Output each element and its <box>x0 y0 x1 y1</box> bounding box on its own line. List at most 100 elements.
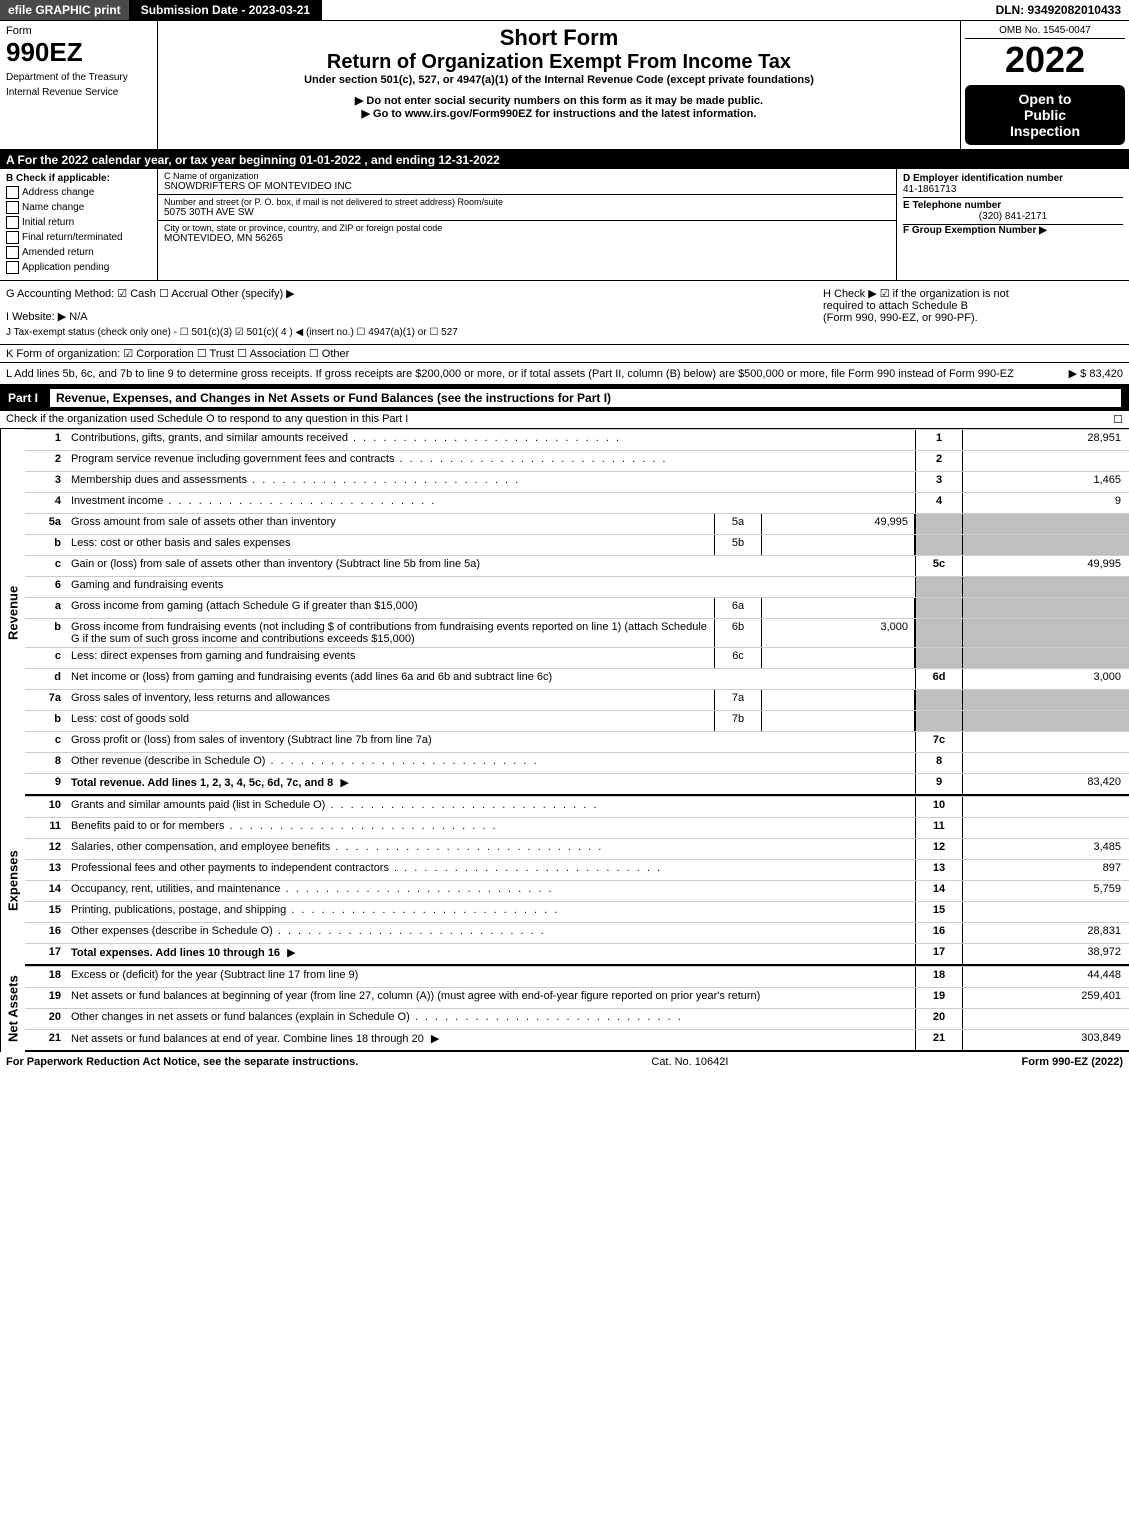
row16-rnum: 16 <box>915 923 963 943</box>
row18-num: 18 <box>25 967 67 987</box>
row19-rnum: 19 <box>915 988 963 1008</box>
row15-rnum: 15 <box>915 902 963 922</box>
h-check-line3: (Form 990, 990-EZ, or 990-PF). <box>823 312 1123 324</box>
row7b-rnum <box>915 711 963 731</box>
row7b-num: b <box>25 711 67 731</box>
row5c-rval: 49,995 <box>963 556 1129 576</box>
efile-label: efile GRAPHIC print <box>0 0 129 20</box>
block-ghij: G Accounting Method: ☑ Cash ☐ Accrual Ot… <box>0 281 1129 345</box>
submission-date: Submission Date - 2023-03-21 <box>129 0 322 20</box>
part1-check-val[interactable]: ☐ <box>1113 413 1123 426</box>
short-form-title: Short Form <box>162 25 956 51</box>
e-tel-label: E Telephone number <box>903 200 1123 211</box>
row7c-rval <box>963 732 1129 752</box>
row6b-rnum <box>915 619 963 647</box>
row11-desc: Benefits paid to or for members <box>67 818 915 838</box>
row5a-rval <box>963 514 1129 534</box>
line-k: K Form of organization: ☑ Corporation ☐ … <box>0 345 1129 363</box>
row8-rval <box>963 753 1129 773</box>
row21-desc: Net assets or fund balances at end of ye… <box>67 1030 915 1050</box>
top-bar: efile GRAPHIC print Submission Date - 20… <box>0 0 1129 21</box>
row14-num: 14 <box>25 881 67 901</box>
row20-num: 20 <box>25 1009 67 1029</box>
cb-amended-return[interactable]: Amended return <box>6 246 151 259</box>
dept-treasury: Department of the Treasury <box>6 72 151 83</box>
row6d-desc: Net income or (loss) from gaming and fun… <box>67 669 915 689</box>
row9-rnum: 9 <box>915 774 963 794</box>
cb-name-change[interactable]: Name change <box>6 201 151 214</box>
row13-num: 13 <box>25 860 67 880</box>
row10-num: 10 <box>25 797 67 817</box>
row12-desc: Salaries, other compensation, and employ… <box>67 839 915 859</box>
row9-num: 9 <box>25 774 67 794</box>
row14-desc: Occupancy, rent, utilities, and maintena… <box>67 881 915 901</box>
line-l-amount: ▶ $ 83,420 <box>1069 367 1123 380</box>
row13-desc: Professional fees and other payments to … <box>67 860 915 880</box>
subtitle: Under section 501(c), 527, or 4947(a)(1)… <box>162 74 956 86</box>
header-left: Form 990EZ Department of the Treasury In… <box>0 21 158 149</box>
cb-application-pending[interactable]: Application pending <box>6 261 151 274</box>
row10-rval <box>963 797 1129 817</box>
open-line2: Public <box>969 107 1121 123</box>
row5c-desc: Gain or (loss) from sale of assets other… <box>67 556 915 576</box>
row-a-tax-year: A For the 2022 calendar year, or tax yea… <box>0 151 1129 169</box>
row17-desc: Total expenses. Add lines 10 through 16 <box>67 944 915 964</box>
row16-rval: 28,831 <box>963 923 1129 943</box>
line-l-text: L Add lines 5b, 6c, and 7b to line 9 to … <box>6 368 1069 380</box>
row7b-sub: 7b <box>714 711 762 731</box>
row14-rval: 5,759 <box>963 881 1129 901</box>
row9-rval: 83,420 <box>963 774 1129 794</box>
instr-link[interactable]: ▶ Go to www.irs.gov/Form990EZ for instru… <box>162 107 956 120</box>
row6c-rnum <box>915 648 963 668</box>
d-ein-label: D Employer identification number <box>903 173 1123 184</box>
row7a-rval <box>963 690 1129 710</box>
part1-label: Part I <box>8 391 50 405</box>
row5b-sub: 5b <box>714 535 762 555</box>
row5b-desc: Less: cost or other basis and sales expe… <box>67 535 714 555</box>
row8-desc: Other revenue (describe in Schedule O) <box>67 753 915 773</box>
row6c-rval <box>963 648 1129 668</box>
row16-desc: Other expenses (describe in Schedule O) <box>67 923 915 943</box>
row7b-rval <box>963 711 1129 731</box>
revenue-section: Revenue 1Contributions, gifts, grants, a… <box>0 429 1129 796</box>
row5b-rval <box>963 535 1129 555</box>
c-org-name: SNOWDRIFTERS OF MONTEVIDEO INC <box>164 181 890 192</box>
row11-rval <box>963 818 1129 838</box>
row13-rnum: 13 <box>915 860 963 880</box>
row3-desc: Membership dues and assessments <box>67 472 915 492</box>
row2-rval <box>963 451 1129 471</box>
row6-num: 6 <box>25 577 67 597</box>
row14-rnum: 14 <box>915 881 963 901</box>
cb-address-change[interactable]: Address change <box>6 186 151 199</box>
row6a-rval <box>963 598 1129 618</box>
row5c-rnum: 5c <box>915 556 963 576</box>
row7a-rnum <box>915 690 963 710</box>
row6a-desc: Gross income from gaming (attach Schedul… <box>67 598 714 618</box>
cb-final-return[interactable]: Final return/terminated <box>6 231 151 244</box>
col-b-checkboxes: B Check if applicable: Address change Na… <box>0 169 158 280</box>
row3-rnum: 3 <box>915 472 963 492</box>
row15-desc: Printing, publications, postage, and shi… <box>67 902 915 922</box>
omb-number: OMB No. 1545-0047 <box>965 25 1125 39</box>
row19-rval: 259,401 <box>963 988 1129 1008</box>
cb-initial-return[interactable]: Initial return <box>6 216 151 229</box>
row21-num: 21 <box>25 1030 67 1050</box>
row12-num: 12 <box>25 839 67 859</box>
row15-num: 15 <box>25 902 67 922</box>
row9-desc: Total revenue. Add lines 1, 2, 3, 4, 5c,… <box>67 774 915 794</box>
row6-desc: Gaming and fundraising events <box>67 577 915 597</box>
row18-desc: Excess or (deficit) for the year (Subtra… <box>67 967 915 987</box>
row1-rnum: 1 <box>915 430 963 450</box>
f-ge-label: F Group Exemption Number ▶ <box>903 225 1123 236</box>
c-city: MONTEVIDEO, MN 56265 <box>164 233 890 244</box>
b-title: B Check if applicable: <box>6 173 151 184</box>
row16-num: 16 <box>25 923 67 943</box>
open-line3: Inspection <box>969 123 1121 139</box>
row6b-rval <box>963 619 1129 647</box>
row1-desc: Contributions, gifts, grants, and simila… <box>67 430 915 450</box>
row7a-subval <box>762 690 915 710</box>
row7a-desc: Gross sales of inventory, less returns a… <box>67 690 714 710</box>
row6d-rval: 3,000 <box>963 669 1129 689</box>
row18-rnum: 18 <box>915 967 963 987</box>
form-header: Form 990EZ Department of the Treasury In… <box>0 21 1129 151</box>
